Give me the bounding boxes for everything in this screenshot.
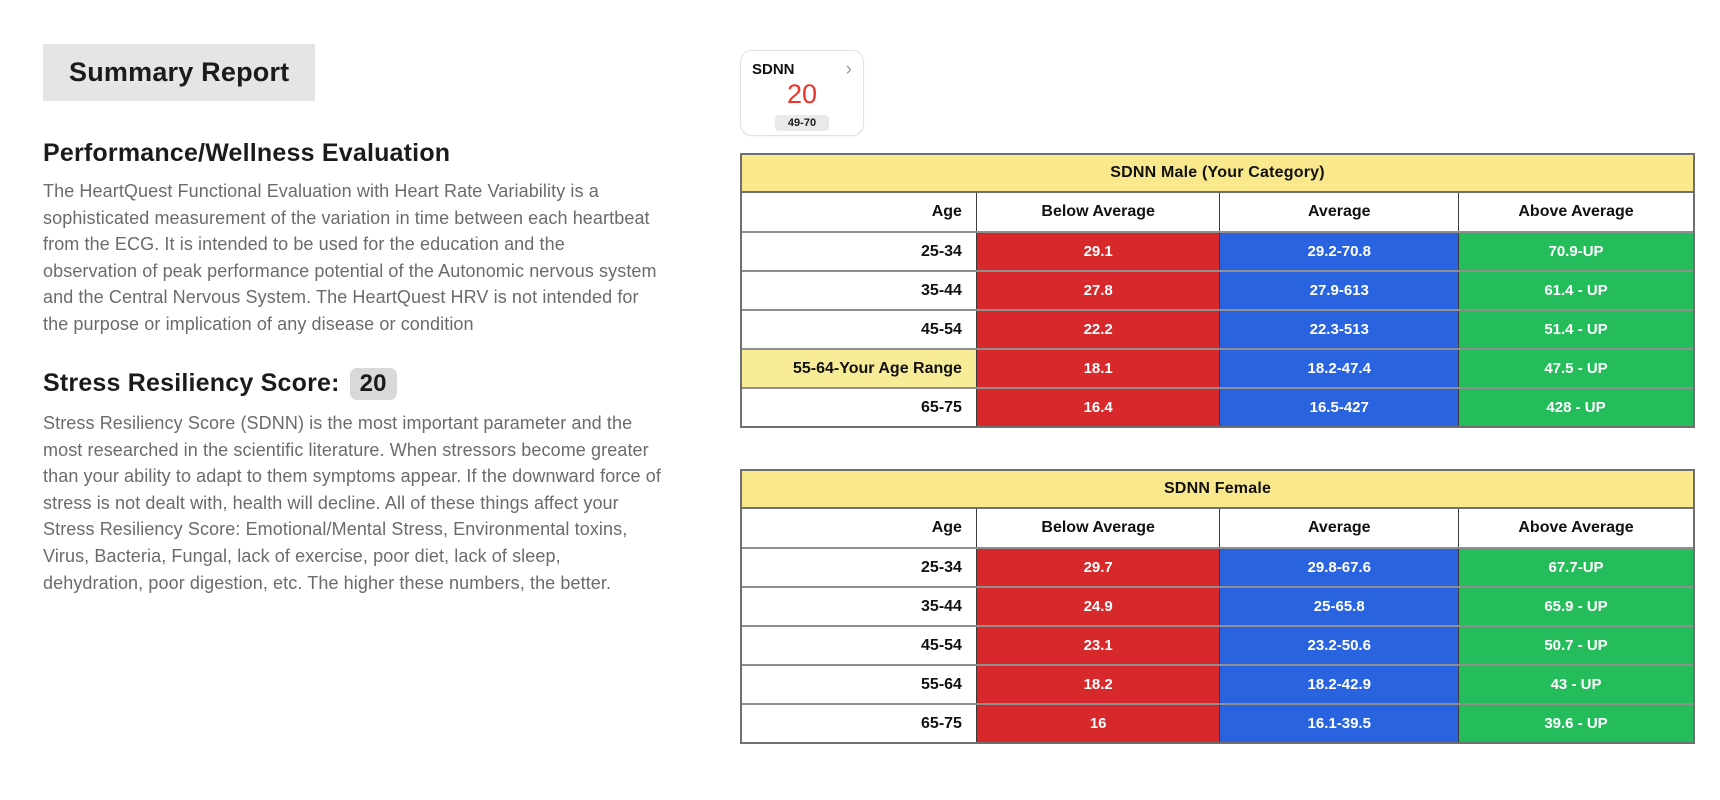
below-average-column-header: Below Average xyxy=(975,193,1220,231)
below-average-cell: 29.1 xyxy=(975,233,1220,270)
age-cell: 35-44 xyxy=(742,588,976,625)
table-title: SDNN Female xyxy=(742,471,1693,509)
sdnn-table-female: SDNN Female Age Below Average Average Above … xyxy=(740,469,1695,744)
below-average-cell: 18.1 xyxy=(975,350,1220,387)
table-title: SDNN Male (Your Category) xyxy=(742,155,1693,193)
below-average-cell: 27.8 xyxy=(975,272,1220,309)
age-cell: 45-54 xyxy=(742,311,976,348)
above-average-column-header: Above Average xyxy=(1458,509,1693,547)
stress-heading-label: Stress Resiliency Score: xyxy=(43,369,340,398)
average-cell: 25-65.8 xyxy=(1219,588,1459,625)
table-row: 35-44 27.8 27.9-613 61.4 - UP xyxy=(742,270,1693,309)
report-text-column: Summary Report Performance/Wellness Eval… xyxy=(43,44,663,596)
table-row: 45-54 23.1 23.2-50.6 50.7 - UP xyxy=(742,625,1693,664)
above-average-cell: 43 - UP xyxy=(1458,666,1693,703)
score-badge: 20 xyxy=(349,367,397,400)
age-cell: 25-34 xyxy=(742,233,976,270)
average-column-header: Average xyxy=(1219,509,1459,547)
above-average-cell: 51.4 - UP xyxy=(1458,311,1693,348)
average-cell: 16.1-39.5 xyxy=(1219,705,1459,742)
table-row: 25-34 29.1 29.2-70.8 70.9-UP xyxy=(742,231,1693,270)
page-title: Summary Report xyxy=(43,44,316,101)
table-row: 45-54 22.2 22.3-513 51.4 - UP xyxy=(742,309,1693,348)
average-cell: 18.2-42.9 xyxy=(1219,666,1459,703)
age-cell: 55-64 xyxy=(742,666,976,703)
sdnn-card-header: SDNN › xyxy=(752,60,852,79)
sdnn-card-label: SDNN xyxy=(752,61,795,78)
table-row: 65-75 16.4 16.5-427 428 - UP xyxy=(742,387,1693,426)
above-average-cell: 428 - UP xyxy=(1458,389,1693,426)
chevron-right-icon: › xyxy=(845,59,852,80)
above-average-cell: 70.9-UP xyxy=(1458,233,1693,270)
sdnn-widget-card[interactable]: SDNN › 20 49-70 xyxy=(740,50,864,136)
sdnn-range-wrap: 49-70 xyxy=(752,113,852,131)
above-average-cell: 39.6 - UP xyxy=(1458,705,1693,742)
below-average-column-header: Below Average xyxy=(975,509,1220,547)
above-average-cell: 67.7-UP xyxy=(1458,549,1693,586)
table-row: 25-34 29.7 29.8-67.6 67.7-UP xyxy=(742,547,1693,586)
table-row: 35-44 24.9 25-65.8 65.9 - UP xyxy=(742,586,1693,625)
below-average-cell: 24.9 xyxy=(975,588,1220,625)
sdnn-range-pill: 49-70 xyxy=(774,115,830,131)
average-cell: 23.2-50.6 xyxy=(1219,627,1459,664)
above-average-column-header: Above Average xyxy=(1458,193,1693,231)
sdnn-table-male: SDNN Male (Your Category) Age Below Averag… xyxy=(740,153,1695,428)
below-average-cell: 18.2 xyxy=(975,666,1220,703)
table-row: 65-75 16 16.1-39.5 39.6 - UP xyxy=(742,703,1693,742)
table-row: 55-64-Your Age Range 18.1 18.2-47.4 47.5 - … xyxy=(742,348,1693,387)
sdnn-value: 20 xyxy=(786,79,818,109)
age-cell: 65-75 xyxy=(742,705,976,742)
sdnn-data-column: SDNN › 20 49-70 SDNN Male (Your Category… xyxy=(740,50,1695,744)
performance-section-heading: Performance/Wellness Evaluation xyxy=(43,139,451,167)
age-column-header: Age xyxy=(742,193,976,231)
performance-section-body: The HeartQuest Functional Evaluation wit… xyxy=(43,181,657,334)
above-average-cell: 65.9 - UP xyxy=(1458,588,1693,625)
average-cell: 29.8-67.6 xyxy=(1219,549,1459,586)
average-column-header: Average xyxy=(1219,193,1459,231)
age-cell: 25-34 xyxy=(742,549,976,586)
table-header-row: Age Below Average Average Above Average xyxy=(742,509,1693,547)
below-average-cell: 16.4 xyxy=(975,389,1220,426)
average-cell: 18.2-47.4 xyxy=(1219,350,1459,387)
above-average-cell: 47.5 - UP xyxy=(1458,350,1693,387)
below-average-cell: 16 xyxy=(975,705,1220,742)
table-header-row: Age Below Average Average Above Average xyxy=(742,193,1693,231)
below-average-cell: 23.1 xyxy=(975,627,1220,664)
stress-section-heading: Stress Resiliency Score: 20 xyxy=(43,367,663,400)
age-cell: 45-54 xyxy=(742,627,976,664)
age-cell: 35-44 xyxy=(742,272,976,309)
age-cell: 55-64-Your Age Range xyxy=(742,350,976,387)
average-cell: 29.2-70.8 xyxy=(1219,233,1459,270)
below-average-cell: 22.2 xyxy=(975,311,1220,348)
average-cell: 27.9-613 xyxy=(1219,272,1459,309)
average-cell: 22.3-513 xyxy=(1219,311,1459,348)
age-column-header: Age xyxy=(742,509,976,547)
above-average-cell: 50.7 - UP xyxy=(1458,627,1693,664)
table-row: 55-64 18.2 18.2-42.9 43 - UP xyxy=(742,664,1693,703)
sdnn-tables: SDNN Male (Your Category) Age Below Averag… xyxy=(740,153,1695,744)
above-average-cell: 61.4 - UP xyxy=(1458,272,1693,309)
average-cell: 16.5-427 xyxy=(1219,389,1459,426)
age-cell: 65-75 xyxy=(742,389,976,426)
stress-section-body: Stress Resiliency Score (SDNN) is the mo… xyxy=(43,412,661,593)
below-average-cell: 29.7 xyxy=(975,549,1220,586)
